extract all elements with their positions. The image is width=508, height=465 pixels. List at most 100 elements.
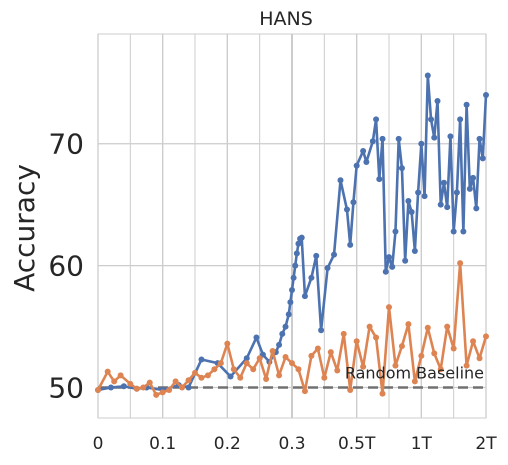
data-point <box>360 363 367 370</box>
data-point <box>415 189 422 196</box>
data-point <box>411 247 418 254</box>
data-point <box>444 204 451 211</box>
data-point <box>470 338 477 345</box>
data-point <box>224 340 231 347</box>
data-point <box>457 260 464 267</box>
data-point <box>276 341 283 348</box>
data-point <box>476 135 483 142</box>
data-point <box>279 330 286 337</box>
data-point <box>408 208 415 215</box>
data-point <box>424 72 431 79</box>
data-point <box>263 375 270 382</box>
data-point <box>324 265 331 272</box>
y-tick-label: 60 <box>48 250 84 283</box>
data-point <box>440 179 447 186</box>
data-point <box>318 327 325 334</box>
data-point <box>386 304 392 311</box>
data-point <box>405 321 412 328</box>
series-layer <box>95 72 489 398</box>
data-point <box>431 134 438 141</box>
data-point <box>301 293 308 300</box>
data-point <box>308 274 315 281</box>
data-point <box>217 360 224 367</box>
data-point <box>411 378 418 385</box>
data-point <box>366 323 373 330</box>
data-point <box>253 334 260 341</box>
data-point <box>350 199 357 206</box>
data-point <box>95 386 101 393</box>
data-point <box>373 334 380 341</box>
data-point <box>337 177 344 184</box>
data-point <box>382 268 389 275</box>
data-point <box>353 338 360 345</box>
data-point <box>111 378 118 385</box>
x-tick-labels: 0 0.1 0.2 0.3 0.5T 1T 2T <box>93 434 498 454</box>
data-point <box>424 324 431 331</box>
plot-frame <box>97 33 487 419</box>
data-point <box>369 138 376 145</box>
x-tick-label: 0.2 <box>214 434 241 454</box>
data-point <box>301 388 308 395</box>
data-point <box>418 140 425 147</box>
data-point <box>450 345 457 352</box>
data-point <box>308 352 315 359</box>
data-point <box>360 148 367 155</box>
data-point <box>133 385 140 392</box>
data-point <box>343 206 350 213</box>
series-1 <box>95 260 489 398</box>
data-point <box>227 373 234 380</box>
x-tick-label: 0.1 <box>149 434 176 454</box>
data-point <box>250 366 257 373</box>
data-point <box>179 384 186 391</box>
data-point <box>237 374 244 381</box>
data-point <box>289 287 295 293</box>
data-point <box>353 162 360 169</box>
data-point <box>313 252 320 259</box>
data-point <box>450 228 457 235</box>
data-point <box>434 98 441 105</box>
data-point <box>463 101 470 108</box>
data-point <box>159 389 166 396</box>
data-point <box>140 384 147 391</box>
data-point <box>466 185 473 192</box>
data-point <box>127 380 134 387</box>
data-point <box>230 366 237 373</box>
data-point <box>473 205 480 212</box>
data-point <box>327 349 334 356</box>
data-point <box>402 257 409 264</box>
data-point <box>293 250 300 257</box>
data-point <box>192 369 198 376</box>
x-tick-label: 0.3 <box>278 434 305 454</box>
data-point <box>243 355 250 362</box>
data-point <box>463 362 470 369</box>
data-point <box>282 323 289 330</box>
data-point <box>282 354 289 361</box>
data-point <box>153 391 160 398</box>
data-point <box>389 263 396 270</box>
data-point <box>321 374 328 381</box>
data-point <box>447 133 454 140</box>
data-point <box>298 234 305 241</box>
data-point <box>340 330 347 337</box>
data-point <box>392 362 399 369</box>
series-0 <box>95 72 489 393</box>
data-point <box>483 333 489 340</box>
data-point <box>376 176 383 183</box>
chart-title: HANS <box>259 8 313 30</box>
data-point <box>243 360 250 367</box>
data-point <box>428 116 435 123</box>
x-tick-label: 1T <box>411 434 433 454</box>
data-point <box>276 372 283 379</box>
y-axis-label: Accuracy <box>8 164 41 292</box>
data-point <box>185 377 192 384</box>
data-point <box>363 159 370 165</box>
data-point <box>386 254 392 261</box>
y-tick-label: 70 <box>48 128 84 161</box>
data-point <box>392 228 399 235</box>
data-point <box>117 372 124 379</box>
data-point <box>198 356 205 363</box>
data-point <box>198 374 205 381</box>
data-point <box>295 366 302 373</box>
data-point <box>395 135 402 142</box>
data-point <box>166 386 173 393</box>
